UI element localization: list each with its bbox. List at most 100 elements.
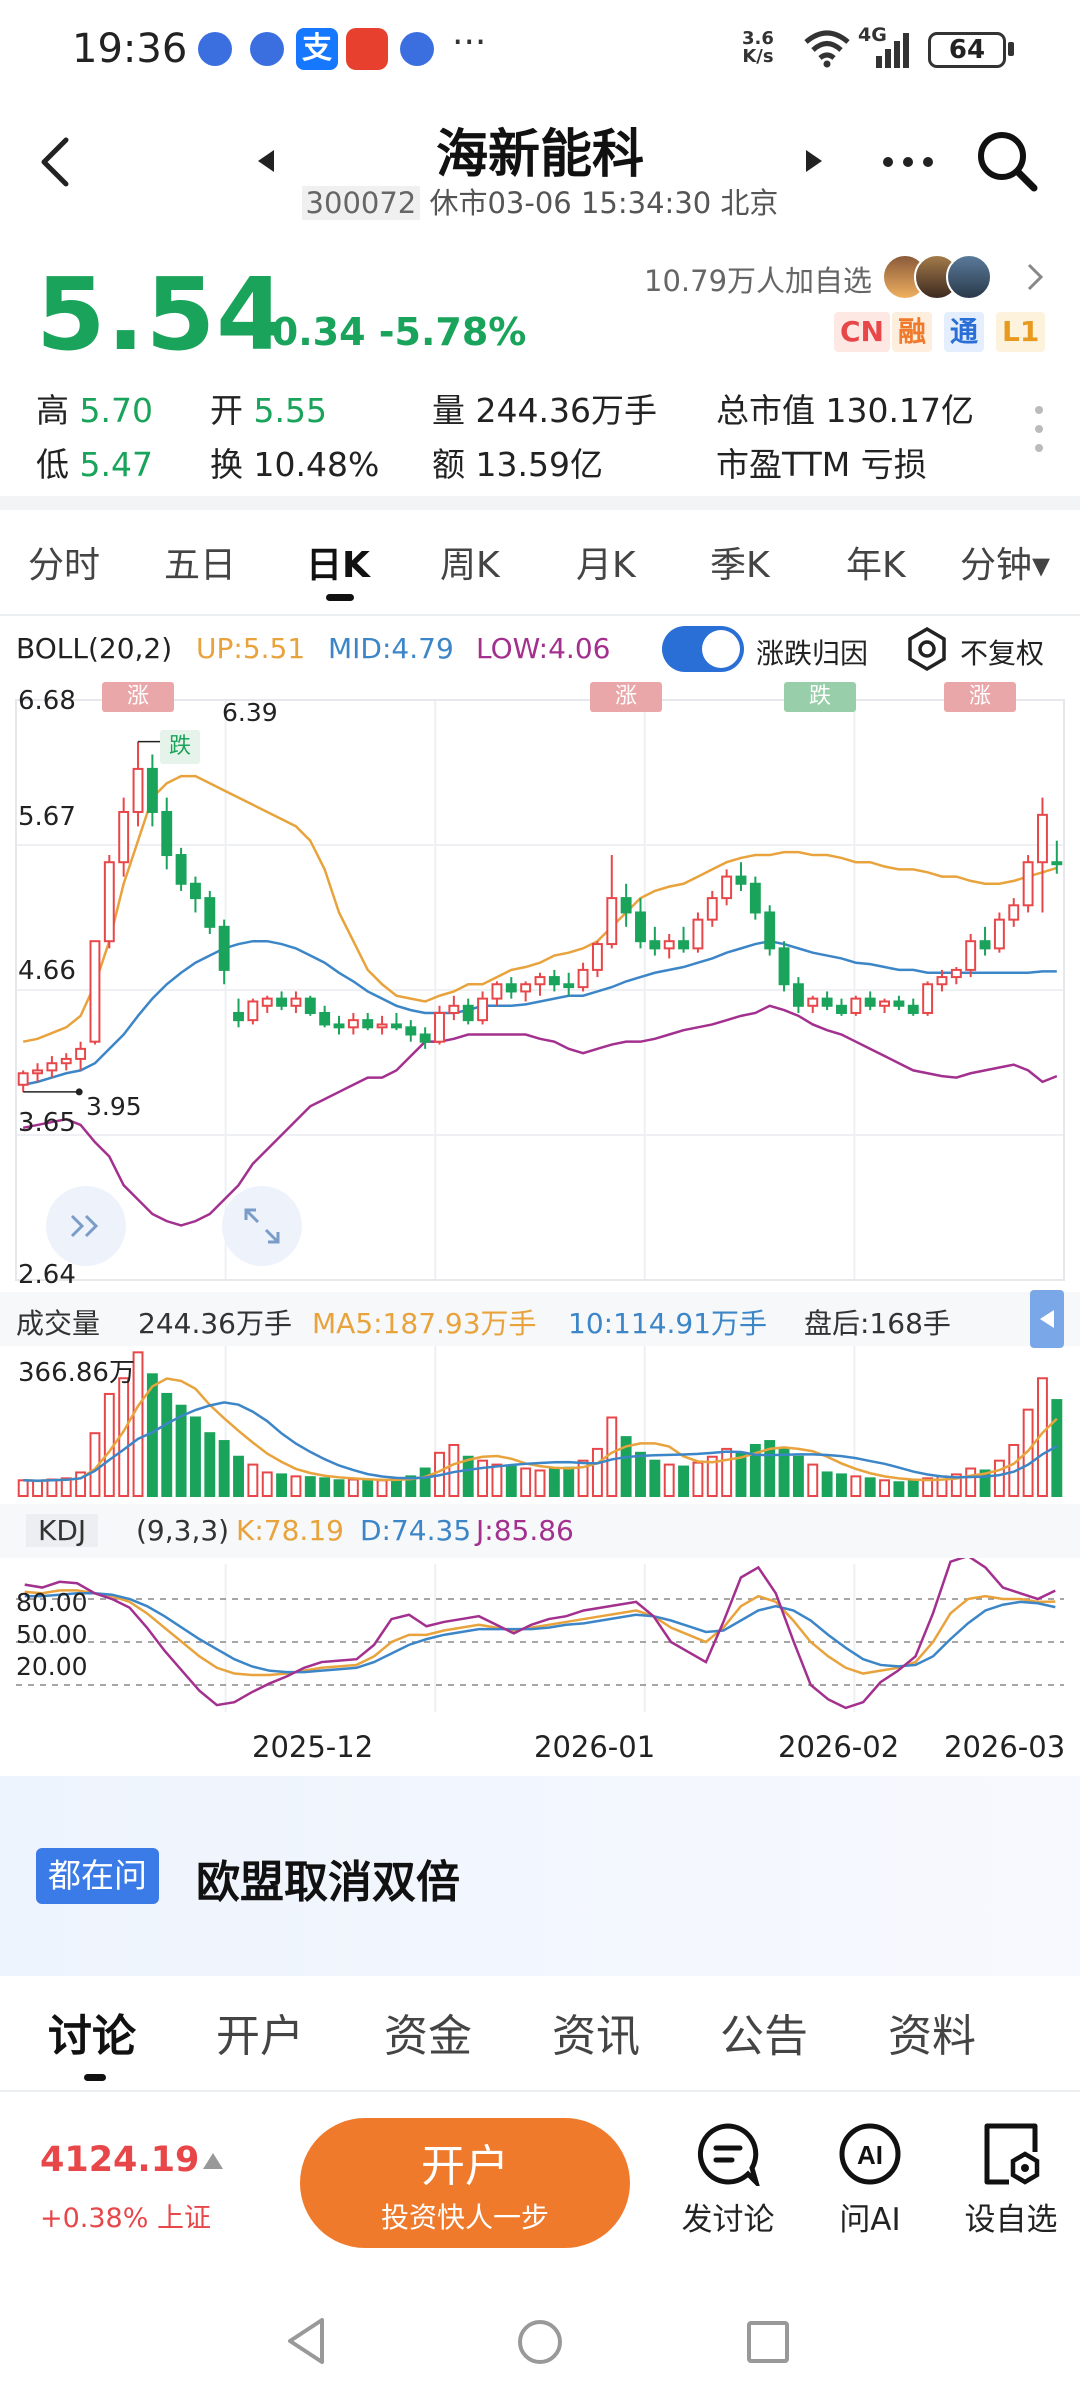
- tab-weekly-k[interactable]: 周K: [440, 545, 500, 586]
- candle-down: [333, 1023, 345, 1029]
- nav-home-icon[interactable]: [516, 2318, 564, 2366]
- candle-up: [663, 940, 675, 950]
- volume-ma5: MA5:187.93万手: [312, 1307, 537, 1340]
- x-date-label: 2026-02: [778, 1730, 900, 1764]
- boll-mid-line: [22, 939, 1057, 1086]
- candle-down: [505, 983, 517, 993]
- stock-subtitle: 300072 休市03-06 15:34:30 北京: [0, 180, 1080, 222]
- tab-yearly-k[interactable]: 年K: [846, 545, 906, 586]
- candle-up: [32, 1069, 43, 1075]
- more-notifications-icon: ···: [452, 22, 487, 63]
- x-date-label: 2026-01: [534, 1730, 656, 1764]
- volume-bar-down: [276, 1473, 288, 1497]
- candle-up: [706, 897, 718, 921]
- post-discussion-button[interactable]: 发讨论: [676, 2122, 780, 2239]
- tag-cn: CN: [834, 312, 890, 352]
- y-tick-label: 3.65: [18, 1108, 76, 1138]
- volume-label[interactable]: 成交量: [16, 1307, 101, 1340]
- cta-sub-label: 投资快人一步: [380, 2201, 549, 2234]
- candle-down: [161, 810, 173, 857]
- tab-daily-k[interactable]: 日K: [306, 545, 370, 586]
- candle-down: [419, 1033, 431, 1043]
- rise-signal-tag[interactable]: 涨: [590, 682, 662, 712]
- more-vertical-icon[interactable]: [1032, 404, 1046, 454]
- watchers-count[interactable]: 10.79万人加自选: [644, 264, 873, 298]
- tab-discussion[interactable]: 讨论: [48, 2011, 136, 2062]
- candle-up: [879, 1000, 890, 1007]
- battery-indicator: 64: [928, 32, 1006, 68]
- index-change[interactable]: +0.38% 上证: [40, 2203, 211, 2234]
- more-icon[interactable]: [882, 154, 934, 170]
- attribution-toggle[interactable]: [662, 626, 744, 672]
- prev-stock-icon[interactable]: [254, 148, 276, 174]
- tab-open-account[interactable]: 开户: [216, 2011, 304, 2062]
- volume-bar-up: [721, 1447, 733, 1498]
- expand-sidebar-button[interactable]: [46, 1186, 126, 1266]
- open-account-button[interactable]: 开户 投资快人一步: [300, 2118, 630, 2248]
- nav-back-icon[interactable]: [284, 2316, 326, 2366]
- y-tick-label: 6.68: [18, 686, 76, 716]
- volume-bar-down: [864, 1477, 876, 1498]
- next-stock-icon[interactable]: [804, 148, 826, 174]
- candle-down: [204, 897, 216, 928]
- add-watchlist-icon: [984, 2123, 1040, 2185]
- up-triangle-icon: [203, 2153, 223, 2169]
- tab-minute[interactable]: 分钟▾: [960, 545, 1051, 586]
- add-watchlist-label: 设自选: [964, 2202, 1058, 2238]
- index-value[interactable]: 4124.19: [40, 2140, 200, 2180]
- tab-five-day[interactable]: 五日: [164, 545, 237, 586]
- volume-header: [0, 1292, 1080, 1346]
- kline-chart[interactable]: [0, 676, 1080, 1766]
- volume-bar-down: [405, 1475, 417, 1497]
- status-bar: 19:36 支 ··· 3.6 K/s 4G 64: [0, 0, 1080, 100]
- settings-gear-icon[interactable]: [904, 626, 950, 672]
- volume-ma10: 10:114.91万手: [568, 1307, 768, 1340]
- after-hours-volume: 盘后:168手: [804, 1307, 951, 1340]
- ask-ai-button[interactable]: AI 问AI: [818, 2122, 922, 2239]
- fullscreen-button[interactable]: [222, 1186, 302, 1266]
- volume-bar-up: [32, 1480, 43, 1497]
- volume-bar-up: [261, 1471, 273, 1498]
- fall-signal-tag[interactable]: 跌: [160, 730, 200, 764]
- tab-quarterly-k[interactable]: 季K: [710, 545, 770, 586]
- volume-bar-up: [376, 1479, 388, 1498]
- volume-bar-down: [893, 1481, 905, 1497]
- candle-down: [548, 976, 560, 986]
- tab-funds[interactable]: 资金: [384, 2011, 472, 2062]
- chevron-right-icon[interactable]: [1026, 262, 1044, 292]
- signal-icon: [876, 33, 909, 68]
- volume-bar-down: [304, 1476, 316, 1497]
- volume-bar-down: [907, 1480, 919, 1497]
- kdj-label[interactable]: KDJ: [26, 1514, 99, 1547]
- search-icon[interactable]: [974, 128, 1040, 194]
- tab-profile[interactable]: 资料: [888, 2011, 976, 2062]
- rise-signal-tag[interactable]: 涨: [944, 682, 1016, 712]
- rise-signal-tag[interactable]: 涨: [102, 682, 174, 712]
- nav-recents-icon[interactable]: [746, 2320, 790, 2364]
- candle-down: [764, 911, 776, 950]
- fall-signal-tag[interactable]: 跌: [784, 682, 856, 712]
- candle-down: [146, 767, 158, 813]
- candle-down: [1051, 861, 1063, 866]
- volume-bar-down: [649, 1459, 661, 1497]
- boll-name[interactable]: BOLL(20,2): [16, 632, 173, 665]
- tab-news[interactable]: 资讯: [552, 2011, 640, 2062]
- volume-bar-up: [347, 1478, 359, 1498]
- tab-monthly-k[interactable]: 月K: [576, 545, 636, 586]
- tab-intraday[interactable]: 分时: [28, 545, 101, 586]
- back-icon[interactable]: [36, 136, 76, 188]
- adjust-label[interactable]: 不复权: [960, 637, 1045, 670]
- kdj-level-label: 20.00: [16, 1652, 88, 1681]
- hot-question-banner[interactable]: 都在问 欧盟取消双倍: [0, 1776, 1080, 1976]
- volume-bar-down: [678, 1465, 690, 1497]
- fullscreen-icon: [244, 1208, 280, 1244]
- volume-bar-up: [520, 1467, 532, 1497]
- kdj-j-line: [24, 1554, 1056, 1710]
- chat-bubble-icon: [697, 2123, 762, 2191]
- volume-bar-down: [233, 1455, 244, 1498]
- candle-up: [261, 997, 273, 1007]
- add-watchlist-button[interactable]: 设自选: [956, 2122, 1066, 2239]
- stat-amount: 额 13.59亿: [432, 445, 603, 484]
- collapse-panel-button[interactable]: [1030, 1290, 1064, 1348]
- tab-announcements[interactable]: 公告: [720, 2011, 808, 2062]
